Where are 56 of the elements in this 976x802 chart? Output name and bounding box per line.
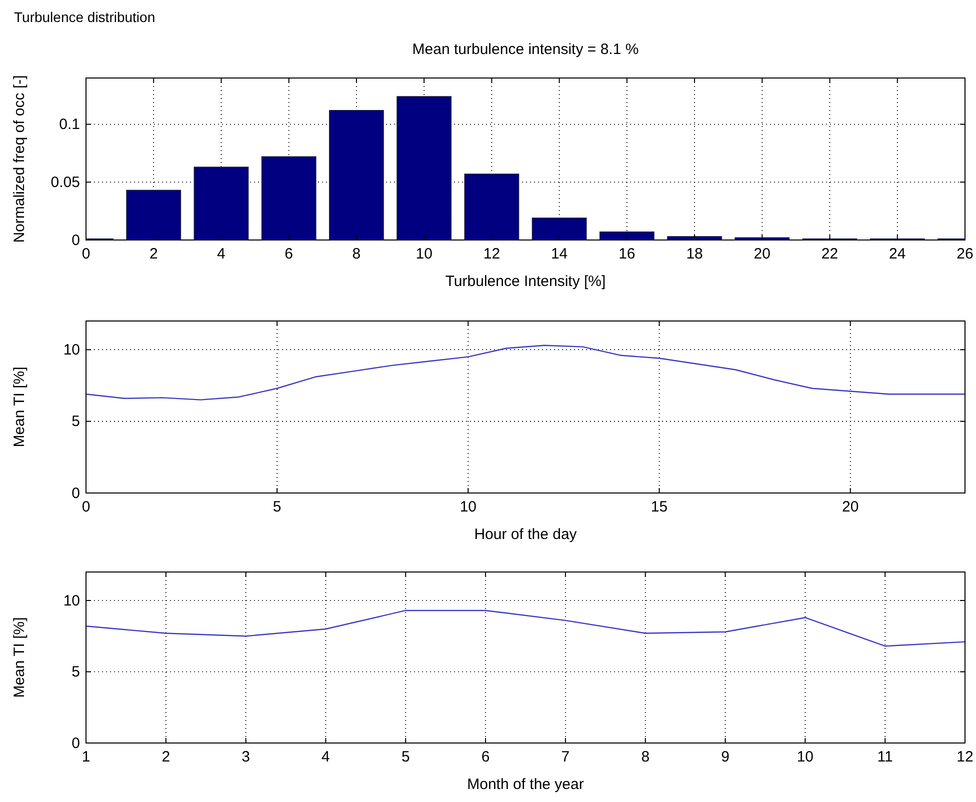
x-tick-label: 14 (550, 246, 568, 263)
x-tick-label: 8 (641, 748, 650, 766)
bar (464, 174, 520, 240)
y-tick-label: 0 (72, 484, 80, 502)
chart-subtitle: Mean turbulence intensity = 8.1 % (412, 41, 639, 58)
y-tick-label: 0 (72, 734, 80, 752)
x-tick-label: 4 (217, 246, 226, 263)
x-tick-label: 9 (721, 748, 730, 766)
y-tick-label: 5 (72, 664, 80, 681)
y-axis-title: Mean TI [%] (11, 617, 28, 698)
x-tick-label: 10 (796, 748, 814, 766)
y-tick-label: 10 (63, 592, 80, 610)
line-series (86, 610, 965, 647)
x-tick-label: 6 (284, 246, 294, 263)
x-tick-label: 26 (956, 246, 974, 263)
bar (194, 166, 249, 240)
chart-title: Turbulence distribution (14, 9, 156, 25)
x-tick-label: 5 (401, 748, 410, 766)
x-tick-label: 15 (650, 498, 668, 516)
x-tick-label: 12 (956, 748, 974, 766)
y-tick-label: 0.05 (50, 174, 80, 191)
bar (532, 218, 587, 240)
x-tick-label: 2 (162, 748, 170, 766)
x-tick-label: 18 (686, 246, 703, 263)
y-tick-label: 0.1 (59, 116, 80, 134)
x-tick-label: 20 (842, 498, 859, 516)
x-tick-label: 3 (242, 748, 250, 766)
x-tick-label: 2 (149, 246, 158, 263)
x-tick-label: 5 (272, 498, 282, 516)
line-series (86, 344, 965, 400)
x-tick-label: 4 (322, 748, 330, 766)
x-tick-label: 6 (481, 748, 490, 766)
y-tick-label: 0 (72, 232, 80, 249)
x-tick-label: 8 (352, 246, 361, 263)
y-tick-label: 10 (63, 341, 80, 358)
x-tick-label: 16 (618, 246, 636, 263)
x-tick-label: 7 (561, 748, 570, 766)
y-axis-title: Normalized freq of occ [-] (11, 75, 28, 243)
x-tick-label: 10 (416, 246, 432, 263)
y-axis-title: Mean TI [%] (11, 366, 28, 448)
x-tick-label: 10 (460, 498, 477, 516)
bar (599, 232, 654, 240)
bar (329, 110, 384, 240)
bar (396, 96, 452, 240)
x-axis-title: Month of the year (467, 776, 584, 793)
y-tick-label: 5 (72, 413, 80, 430)
bar (126, 190, 182, 240)
x-tick-label: 11 (877, 748, 893, 766)
x-tick-label: 20 (754, 246, 770, 263)
x-tick-label: 1 (82, 748, 90, 766)
x-tick-label: 22 (821, 246, 838, 263)
bar (261, 156, 316, 240)
x-axis-title: Turbulence Intensity [%] (445, 273, 606, 290)
x-tick-label: 12 (483, 246, 500, 263)
x-axis-title: Hour of the day (474, 526, 578, 543)
x-tick-label: 24 (889, 246, 906, 263)
